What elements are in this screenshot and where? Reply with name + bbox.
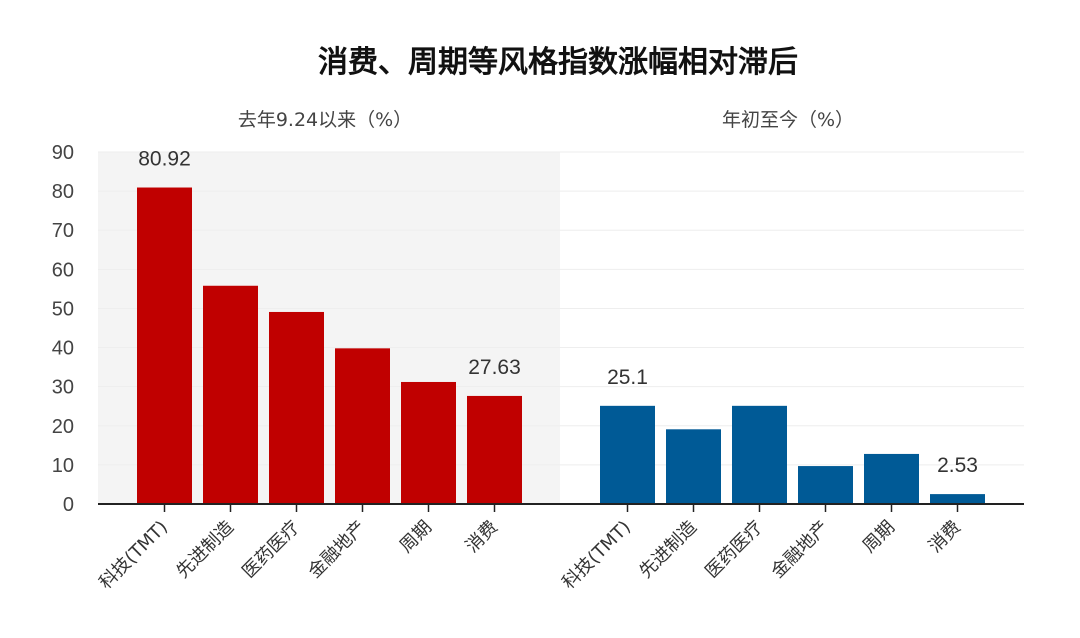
y-tick-label: 70 xyxy=(52,220,74,242)
y-tick-label: 10 xyxy=(52,455,74,477)
chart-title: 消费、周期等风格指数涨幅相对滞后 xyxy=(318,45,798,80)
bar-1-2 xyxy=(732,405,787,504)
y-tick-label: 90 xyxy=(52,142,74,164)
bar-0-4 xyxy=(401,381,456,504)
x-tick-label: 医药医疗 xyxy=(701,517,767,583)
y-tick-label: 20 xyxy=(52,416,74,438)
subtitle-left: 去年9.24以来（%） xyxy=(238,109,412,131)
x-tick-label: 周期 xyxy=(396,517,436,557)
bar-1-5 xyxy=(930,494,985,504)
x-tick-label: 消费 xyxy=(462,517,502,557)
x-tick-label: 周期 xyxy=(859,517,899,557)
x-tick-label: 科技(TMT) xyxy=(558,517,635,594)
y-tick-label: 40 xyxy=(52,338,74,360)
plot-area: 0102030405060708090 80.92科技(TMT) 先进制造 医药医疗金… xyxy=(52,142,1024,593)
bar-0-3 xyxy=(335,348,390,504)
y-tick-label: 30 xyxy=(52,377,74,399)
bar-0-2 xyxy=(269,311,324,504)
data-label: 80.92 xyxy=(138,148,191,171)
y-tick-label: 50 xyxy=(52,298,74,320)
bar-0-1 xyxy=(203,285,258,504)
data-label: 27.63 xyxy=(468,356,521,379)
x-tick-label: 医药医疗 xyxy=(238,517,304,583)
bar-0-0 xyxy=(137,187,192,505)
y-tick-label: 0 xyxy=(63,494,74,516)
bar-1-3 xyxy=(798,466,853,504)
bar-1-1 xyxy=(666,429,721,504)
x-tick-label: 先进制造 xyxy=(172,517,238,583)
x-tick-label: 金融地产 xyxy=(304,517,370,583)
data-label: 2.53 xyxy=(937,454,978,477)
bar-1-0 xyxy=(600,405,655,504)
y-tick-label: 80 xyxy=(52,181,74,203)
y-tick-label: 60 xyxy=(52,259,74,281)
bar-1-4 xyxy=(864,453,919,504)
x-tick-label: 消费 xyxy=(925,517,965,557)
subtitle-right: 年初至今（%） xyxy=(722,109,854,131)
bar-0-5 xyxy=(467,395,522,504)
x-tick-label: 金融地产 xyxy=(767,517,833,583)
x-tick-label: 科技(TMT) xyxy=(95,517,172,594)
x-tick-label: 先进制造 xyxy=(635,517,701,583)
data-label: 25.1 xyxy=(607,366,648,389)
